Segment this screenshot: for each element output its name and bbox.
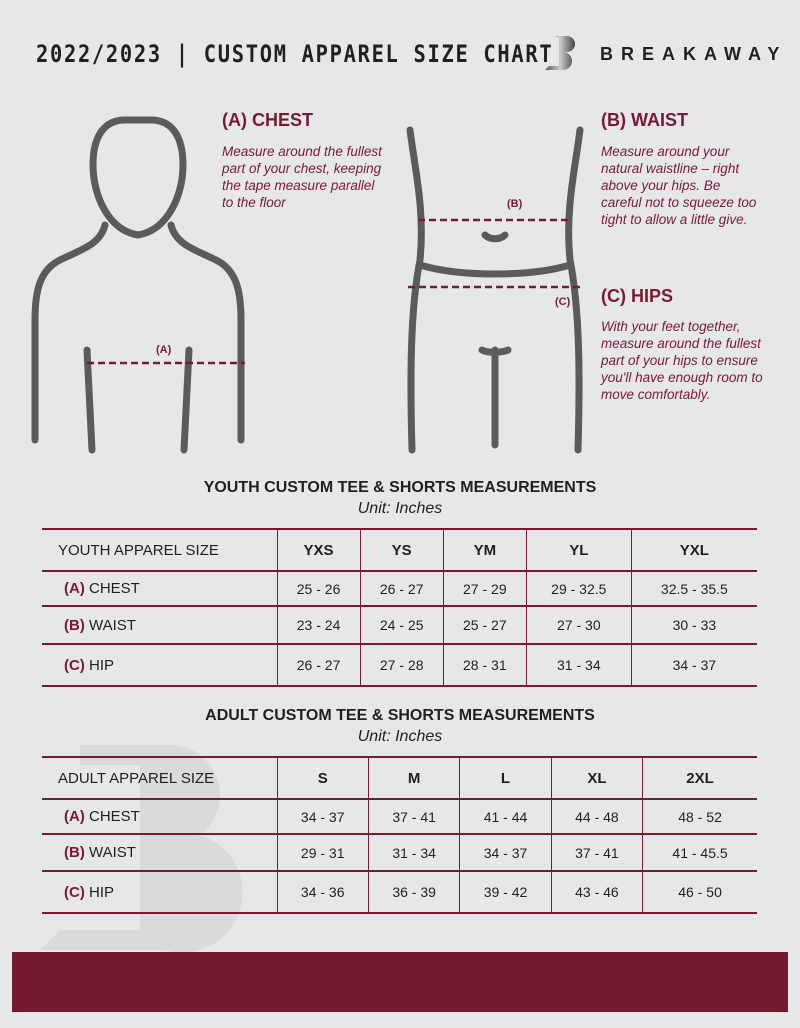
row-label: HIP bbox=[89, 656, 115, 674]
size-header: YXL bbox=[630, 528, 757, 572]
cell: 23 - 24 bbox=[276, 605, 361, 645]
cell: 44 - 48 bbox=[550, 798, 643, 835]
cell: 26 - 27 bbox=[359, 570, 444, 607]
cell: 32.5 - 35.5 bbox=[630, 570, 757, 607]
header-label: YOUTH APPAREL SIZE bbox=[42, 528, 277, 572]
row-label: HIP bbox=[89, 883, 115, 901]
cell: 37 - 41 bbox=[367, 798, 460, 835]
cell: 34 - 36 bbox=[276, 870, 369, 914]
adult-title: ADULT CUSTOM TEE & SHORTS MEASUREMENTS bbox=[205, 707, 595, 724]
breakaway-logo-icon bbox=[545, 36, 575, 70]
hips-description: With your feet together, measure around … bbox=[601, 319, 763, 402]
cell: 36 - 39 bbox=[367, 870, 460, 914]
header-label: ADULT APPAREL SIZE bbox=[42, 756, 277, 800]
waist-description: Measure around your natural waistline – … bbox=[601, 144, 757, 227]
size-header: S bbox=[276, 756, 369, 800]
cell: 34 - 37 bbox=[630, 643, 757, 687]
youth-size-table: YOUTH APPAREL SIZE YXS YS YM YL YXL (A) CHES… bbox=[42, 528, 757, 687]
row-letter: (C) bbox=[64, 656, 85, 674]
hips-marker: (C) bbox=[555, 296, 571, 308]
cell: 41 - 45.5 bbox=[642, 833, 757, 872]
row-label: CHEST bbox=[89, 808, 140, 825]
table-row: (B) WAIST 23 - 24 24 - 25 25 - 27 27 - 30 30… bbox=[42, 605, 757, 645]
row-label: CHEST bbox=[89, 580, 140, 597]
size-header: YXS bbox=[276, 528, 361, 572]
row-letter: (B) bbox=[64, 616, 85, 634]
table-row: (C) HIP 34 - 36 36 - 39 39 - 42 43 - 46 46 -… bbox=[42, 870, 757, 914]
cell: 25 - 27 bbox=[442, 605, 527, 645]
cell: 25 - 26 bbox=[276, 570, 361, 607]
youth-unit: Unit: Inches bbox=[357, 500, 443, 517]
cell: 46 - 50 bbox=[642, 870, 757, 914]
size-header: XL bbox=[550, 756, 643, 800]
cell: 27 - 28 bbox=[359, 643, 444, 687]
waist-heading: (B) WAIST bbox=[601, 110, 688, 130]
table-row: (C) HIP 26 - 27 27 - 28 28 - 31 31 - 34 34 -… bbox=[42, 643, 757, 687]
row-label: WAIST bbox=[89, 616, 136, 634]
upper-body-figure bbox=[31, 116, 245, 454]
cell: 29 - 31 bbox=[276, 833, 369, 872]
page-title: 2022/2023 | CUSTOM APPAREL SIZE CHART bbox=[36, 40, 554, 68]
cell: 26 - 27 bbox=[276, 643, 361, 687]
hips-heading: (C) HIPS bbox=[601, 286, 673, 306]
cell: 28 - 31 bbox=[442, 643, 527, 687]
cell: 27 - 29 bbox=[442, 570, 527, 607]
cell: 31 - 34 bbox=[525, 643, 632, 687]
cell: 31 - 34 bbox=[367, 833, 460, 872]
row-letter: (A) bbox=[64, 580, 85, 597]
cell: 41 - 44 bbox=[459, 798, 552, 835]
row-letter: (B) bbox=[64, 844, 85, 861]
row-label: WAIST bbox=[89, 844, 136, 861]
row-letter: (A) bbox=[64, 808, 85, 825]
cell: 27 - 30 bbox=[525, 605, 632, 645]
row-letter: (C) bbox=[64, 883, 85, 901]
cell: 43 - 46 bbox=[550, 870, 643, 914]
cell: 39 - 42 bbox=[459, 870, 552, 914]
table-row: (B) WAIST 29 - 31 31 - 34 34 - 37 37 - 41 41… bbox=[42, 833, 757, 872]
size-header: YL bbox=[525, 528, 632, 572]
chest-heading: (A) CHEST bbox=[222, 110, 313, 130]
table-row: (A) CHEST 25 - 26 26 - 27 27 - 29 29 - 32.5… bbox=[42, 570, 757, 607]
cell: 34 - 37 bbox=[459, 833, 552, 872]
youth-title: YOUTH CUSTOM TEE & SHORTS MEASUREMENTS bbox=[203, 479, 597, 496]
size-header: YS bbox=[359, 528, 444, 572]
adult-unit: Unit: Inches bbox=[357, 728, 443, 745]
cell: 34 - 37 bbox=[276, 798, 369, 835]
chest-marker: (A) bbox=[156, 344, 172, 356]
cell: 48 - 52 bbox=[642, 798, 757, 835]
size-header: L bbox=[459, 756, 552, 800]
adult-size-table: ADULT APPAREL SIZE S M L XL 2XL (A) CHEST 34… bbox=[42, 756, 757, 914]
chest-description: Measure around the fullest part of your … bbox=[222, 144, 382, 210]
brand-name: BREAKAWAY bbox=[600, 44, 788, 64]
footer-bar bbox=[12, 952, 788, 1012]
cell: 37 - 41 bbox=[550, 833, 643, 872]
size-header: 2XL bbox=[642, 756, 757, 800]
size-header: M bbox=[367, 756, 460, 800]
table-row: (A) CHEST 34 - 37 37 - 41 41 - 44 44 - 48 48… bbox=[42, 798, 757, 835]
waist-marker: (B) bbox=[507, 198, 523, 210]
cell: 24 - 25 bbox=[359, 605, 444, 645]
lower-body-figure bbox=[406, 126, 584, 454]
size-header: YM bbox=[442, 528, 527, 572]
cell: 29 - 32.5 bbox=[525, 570, 632, 607]
cell: 30 - 33 bbox=[630, 605, 757, 645]
